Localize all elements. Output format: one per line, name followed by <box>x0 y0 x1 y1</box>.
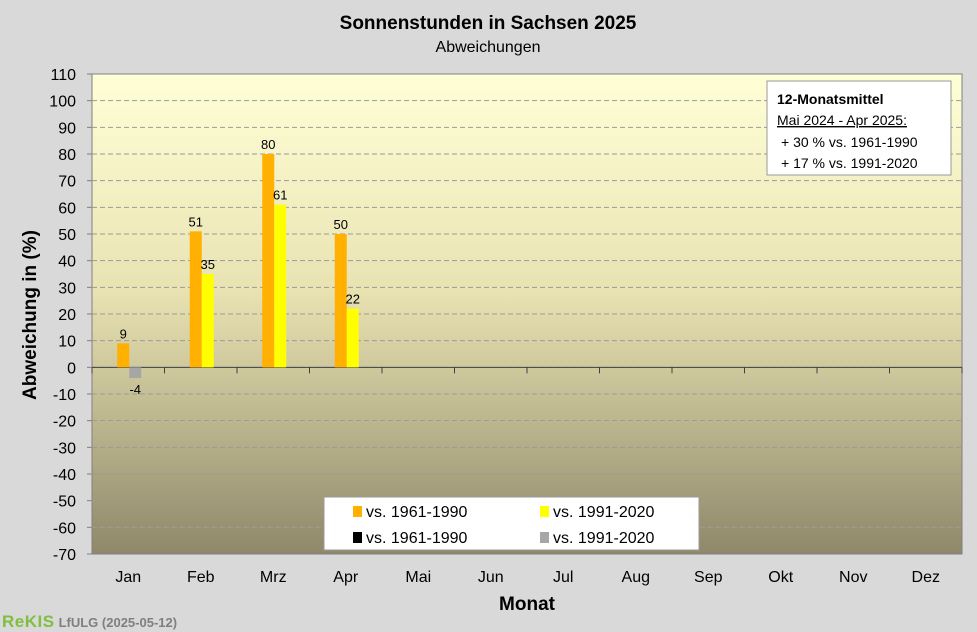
y-tick-label: 80 <box>58 147 76 164</box>
footer-source: LfULG (2025-05-12) <box>58 615 178 630</box>
y-tick-label: 10 <box>58 334 76 351</box>
y-tick-label: 30 <box>58 280 76 297</box>
legend-label-2: vs. 1991-2020 <box>553 504 655 521</box>
data-label-s1-feb: 51 <box>189 214 203 229</box>
annotation-line-2: + 17 % vs. 1991-2020 <box>781 155 918 171</box>
bar-s4-jan <box>129 367 142 378</box>
bar-s2-apr <box>346 308 359 368</box>
legend-swatch-1 <box>353 506 362 517</box>
x-tick-label-feb: Feb <box>187 569 215 586</box>
y-tick-label: -60 <box>53 520 76 537</box>
y-tick-label: 90 <box>58 120 76 137</box>
y-tick-label: 0 <box>67 360 76 377</box>
bar-s1-mrz <box>262 154 275 368</box>
data-label-s2-feb: 35 <box>201 257 215 272</box>
legend-label-4: vs. 1991-2020 <box>553 530 655 547</box>
annotation-period: Mai 2024 - Apr 2025: <box>777 112 907 128</box>
data-label-s4-jan: -4 <box>129 382 141 397</box>
data-labels: 9 51 80 50 35 61 22 -4 <box>120 137 360 397</box>
bar-s1-feb <box>189 231 202 368</box>
legend-swatch-3 <box>353 532 362 543</box>
data-label-s2-apr: 22 <box>346 292 360 307</box>
bar-s1-apr <box>334 234 347 368</box>
x-tick-label-jun: Jun <box>478 569 504 586</box>
axes <box>91 366 963 374</box>
data-label-s1-jan: 9 <box>120 326 127 341</box>
data-label-s2-mrz: 61 <box>273 188 287 203</box>
legend-swatch-2 <box>540 506 549 517</box>
y-tick-label: -10 <box>53 387 76 404</box>
y-tick-label: 60 <box>58 200 76 217</box>
annotation-box: 12-Monatsmittel Mai 2024 - Apr 2025: + 3… <box>766 80 952 176</box>
legend: vs. 1961-1990 vs. 1991-2020 vs. 1961-199… <box>323 496 700 551</box>
data-label-s1-apr: 50 <box>334 217 348 232</box>
x-axis-label: Monat <box>499 594 556 615</box>
y-tick-label: 50 <box>58 227 76 244</box>
x-tick-label-apr: Apr <box>333 569 359 586</box>
y-tick-label: 20 <box>58 307 76 324</box>
annotation-title: 12-Monatsmittel <box>777 91 884 107</box>
x-tick-label-nov: Nov <box>839 569 867 586</box>
y-tick-label: 70 <box>58 174 76 191</box>
x-tick-label-sep: Sep <box>694 569 723 586</box>
chart-title: Sonnenstunden in Sachsen 2025 <box>340 13 637 34</box>
y-tick-label: -50 <box>53 494 76 511</box>
chart-subtitle: Abweichungen <box>436 39 541 56</box>
bar-s2-mrz <box>274 204 287 368</box>
bar-s1-jan <box>117 343 130 368</box>
y-tick-label: 110 <box>50 67 76 84</box>
x-tick-label-mai: Mai <box>405 569 431 586</box>
legend-label-1: vs. 1961-1990 <box>366 504 468 521</box>
y-tick-label: -40 <box>53 467 76 484</box>
x-tick-label-mrz: Mrz <box>260 569 287 586</box>
x-tick-label-jul: Jul <box>553 569 573 586</box>
x-tick-labels: Jan Feb Mrz Apr Mai Jun Jul Aug Sep Okt Nov Dez <box>115 569 940 586</box>
brand-logo: ReKIS <box>2 612 55 631</box>
y-tick-label: 40 <box>58 254 76 271</box>
legend-swatch-4 <box>540 532 549 543</box>
y-tick-label: 100 <box>49 94 76 111</box>
legend-label-3: vs. 1961-1990 <box>366 530 468 547</box>
x-tick-label-aug: Aug <box>622 569 650 586</box>
x-tick-label-okt: Okt <box>768 569 793 586</box>
annotation-line-1: + 30 % vs. 1961-1990 <box>781 134 918 150</box>
y-tick-label: -70 <box>53 547 76 564</box>
y-tick-labels: -70 -60 -50 -40 -30 -20 -10 0 10 20 30 40 50 60 70 80 90… <box>49 67 92 564</box>
data-label-s1-mrz: 80 <box>261 137 275 152</box>
y-axis-label: Abweichung in (%) <box>20 230 41 400</box>
x-tick-label-jan: Jan <box>115 569 141 586</box>
y-tick-label: -20 <box>53 414 76 431</box>
bars <box>117 154 359 378</box>
bar-s2-feb <box>201 274 214 368</box>
footer: ReKIS LfULG (2025-05-12) <box>2 612 177 632</box>
x-tick-label-dez: Dez <box>912 569 940 586</box>
y-tick-label: -30 <box>53 440 76 457</box>
